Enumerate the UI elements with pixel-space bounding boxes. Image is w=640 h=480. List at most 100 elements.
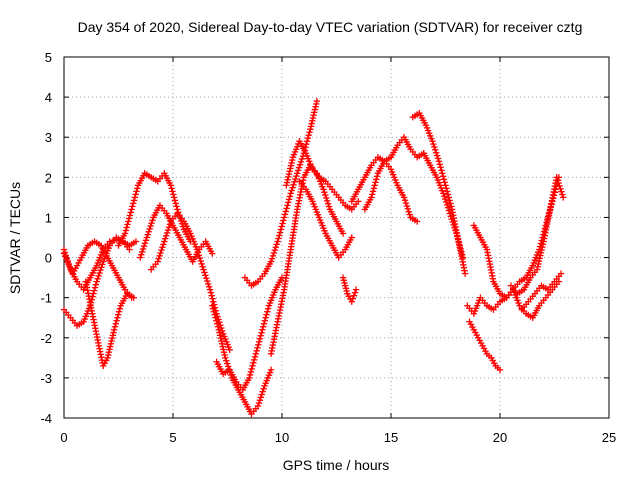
trace-marker (106, 346, 113, 353)
data-point (355, 198, 362, 205)
data-point (348, 234, 355, 241)
trace-marker (322, 191, 329, 199)
data-point (209, 250, 216, 257)
trace-marker (256, 335, 264, 342)
x-tick-label: 10 (275, 430, 289, 445)
trace-marker (447, 213, 454, 220)
trace-marker (371, 182, 378, 189)
data-point (553, 174, 560, 181)
trace-marker (148, 219, 155, 227)
trace-marker (259, 388, 266, 395)
trace-marker (439, 173, 447, 180)
data-point (267, 258, 275, 265)
trace-marker (289, 184, 296, 191)
y-axis-tick-labels: -4 -3 -2 -1 0 1 2 3 4 5 (40, 50, 52, 426)
trace-marker (443, 201, 451, 209)
trace-marker (445, 207, 453, 214)
data-point (267, 366, 275, 374)
trace-marker (443, 188, 451, 195)
trace-marker (277, 226, 285, 233)
trace-marker (141, 240, 149, 247)
trace-marker (368, 191, 376, 198)
trace-marker (219, 343, 226, 350)
data-point (137, 254, 144, 261)
trace-marker (539, 241, 547, 248)
trace-marker (255, 399, 263, 407)
trace-marker (432, 149, 440, 156)
data-point (320, 186, 327, 193)
trace-marker (91, 287, 98, 294)
trace-marker (125, 218, 132, 225)
trace-marker (218, 337, 225, 345)
trace-marker (114, 314, 121, 321)
y-tick-label: 3 (45, 130, 52, 145)
trace-marker (537, 249, 545, 256)
trace-marker (257, 394, 265, 401)
trace-marker (402, 199, 410, 207)
data-point (435, 158, 443, 165)
trace-marker (309, 114, 317, 122)
y-tick-label: -2 (40, 331, 52, 346)
trace-marker (369, 188, 377, 195)
data-point (254, 402, 262, 410)
trace-marker (372, 179, 379, 186)
trace-marker (196, 254, 203, 262)
data-point (200, 266, 207, 273)
data-point (252, 350, 260, 358)
trace-marker (217, 334, 224, 342)
data-point (368, 194, 375, 201)
data-point (280, 214, 288, 221)
y-tick-label: -4 (40, 411, 52, 426)
trace-marker (401, 197, 409, 204)
trace-marker (311, 106, 319, 113)
trace-marker (214, 323, 222, 330)
trace-marker (304, 135, 312, 142)
data-point (313, 97, 321, 105)
trace-marker (255, 341, 262, 348)
trace-marker (210, 308, 218, 315)
trace-marker (404, 205, 412, 213)
data-point (274, 238, 281, 245)
trace-marker (169, 188, 176, 195)
trace-marker (175, 209, 182, 216)
trace-marker (139, 245, 147, 253)
trace-marker (313, 100, 320, 108)
trace-marker (285, 173, 292, 181)
trace-marker (437, 164, 444, 171)
trace-marker (213, 317, 220, 324)
trace-marker (213, 320, 221, 327)
trace-marker (293, 172, 300, 180)
trace-marker (246, 371, 254, 379)
trace-marker (272, 244, 279, 251)
trace-marker (211, 311, 218, 318)
trace-marker (204, 277, 211, 285)
trace-marker (324, 200, 332, 207)
y-tick-label: 0 (45, 251, 52, 266)
trace-marker (287, 165, 294, 172)
trace-marker (456, 242, 463, 249)
trace-marker (258, 391, 265, 398)
trace-marker (555, 179, 562, 187)
data-point (130, 294, 137, 301)
trace-marker (116, 305, 124, 312)
trace-marker (276, 229, 284, 236)
trace-marker (197, 257, 204, 265)
trace-marker (111, 323, 119, 330)
trace-marker (433, 152, 441, 159)
trace-marker (261, 317, 269, 324)
x-axis-tick-labels: 0 5 10 15 20 25 (60, 430, 616, 445)
trace-marker (288, 187, 295, 194)
trace-marker (124, 221, 131, 228)
trace-marker (279, 220, 286, 227)
trace-marker (198, 260, 205, 268)
data-point (560, 194, 567, 201)
data-point (352, 286, 360, 293)
trace-marker (144, 231, 151, 238)
trace-marker (115, 308, 123, 315)
trace-marker (448, 203, 455, 210)
data-point (283, 182, 290, 189)
trace-marker (105, 351, 112, 359)
trace-marker (203, 274, 210, 282)
trace-marker (254, 344, 261, 352)
